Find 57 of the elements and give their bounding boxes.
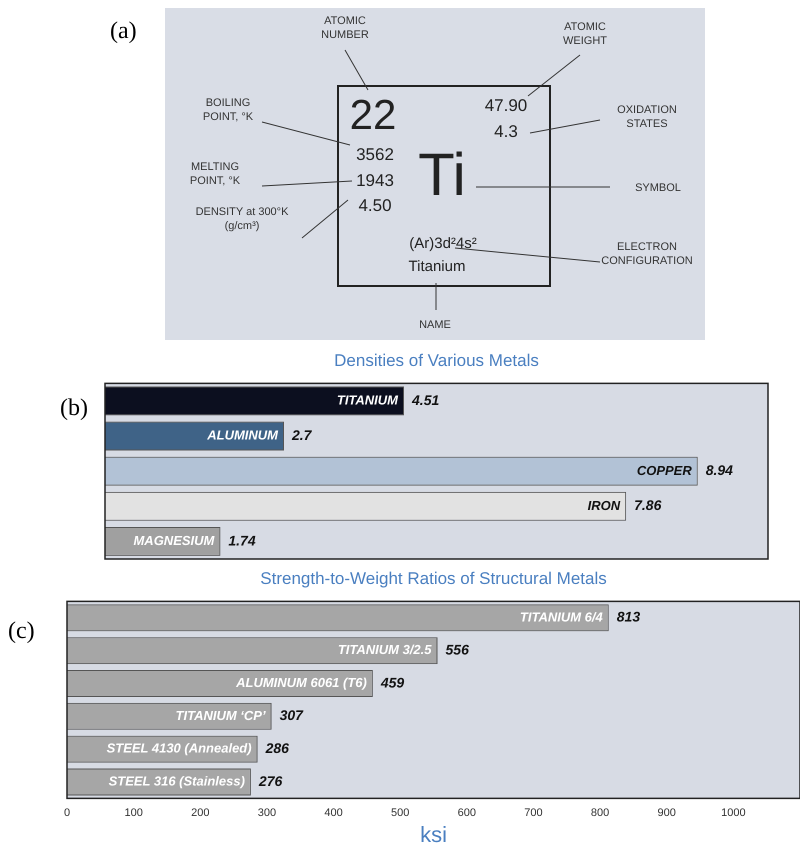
x-tick-label: 100: [124, 807, 143, 820]
data-label: 556: [446, 642, 470, 658]
data-label: 276: [258, 772, 282, 789]
data-label: 4.51: [411, 392, 440, 408]
text: Ti: [417, 140, 467, 209]
x-tick-label: 700: [524, 807, 543, 820]
text: (b): [60, 395, 88, 422]
x-tick-label: 400: [324, 807, 343, 820]
data-label: 7.86: [634, 497, 662, 514]
x-tick-label: 500: [391, 807, 410, 820]
data-label: 2.7: [291, 426, 313, 443]
text: 22: [348, 91, 398, 140]
y-tick-label: STEEL 316 (Stainless): [108, 774, 245, 789]
data-label: 459: [380, 674, 404, 690]
chart-title: Densities of Various Metals: [334, 350, 539, 370]
text: SYMBOL: [634, 181, 682, 195]
y-tick-label: TITANIUM 3/2.5: [338, 642, 432, 658]
x-tick-label: 800: [590, 807, 610, 820]
text: 4.3: [493, 122, 519, 142]
text: (c): [8, 618, 35, 645]
chart-title: Strength-to-Weight Ratios of Structural Metals: [260, 568, 607, 588]
text: 3562: [355, 145, 395, 165]
x-axis-title: ksi: [420, 822, 447, 847]
y-tick-label: MAGNESIUM: [133, 533, 216, 548]
data-label: 813: [616, 608, 640, 625]
x-tick-label: 900: [658, 807, 676, 820]
x-tick-label: 300: [258, 807, 276, 820]
y-tick-label: TITANIUM: [336, 392, 400, 408]
y-tick-label: STEEL 4130 (Annealed): [106, 740, 252, 756]
y-tick-label: TITANIUM 6/4: [520, 609, 604, 624]
x-tick-label: 0: [64, 807, 70, 820]
text: (Ar)3d²4s²: [408, 235, 478, 252]
text: DENSITY at 300°K (g/cm³): [194, 205, 290, 233]
text: NAME: [418, 318, 452, 332]
y-tick-label: ALUMINUM: [206, 428, 280, 443]
x-tick-label: 200: [191, 807, 210, 820]
text: BOILING POINT, °K: [202, 96, 254, 124]
y-tick-label: IRON: [588, 498, 621, 513]
data-label: 307: [280, 707, 304, 724]
text: (a): [110, 18, 138, 45]
text: ATOMIC WEIGHT: [562, 20, 608, 48]
x-tick-label: 1000: [721, 807, 746, 820]
y-tick-label: COPPER: [636, 462, 692, 478]
data-label: 8.94: [706, 462, 734, 478]
data-label: 286: [264, 740, 290, 756]
text: 47.90: [484, 96, 528, 116]
text: 1943: [355, 171, 395, 191]
text: MELTING POINT, °K: [188, 160, 242, 188]
y-tick-label: TITANIUM ‘CP’: [176, 708, 266, 723]
text: OXIDATION STATES: [616, 103, 678, 131]
text: Titanium: [408, 258, 466, 276]
x-tick-label: 600: [458, 807, 476, 820]
text: ATOMIC NUMBER: [320, 14, 370, 42]
text: ELECTRON CONFIGURATION: [600, 240, 694, 268]
text: 4.50: [357, 196, 393, 216]
data-label: 1.74: [228, 532, 256, 548]
y-tick-label: ALUMINUM 6061 (T6): [235, 675, 367, 690]
